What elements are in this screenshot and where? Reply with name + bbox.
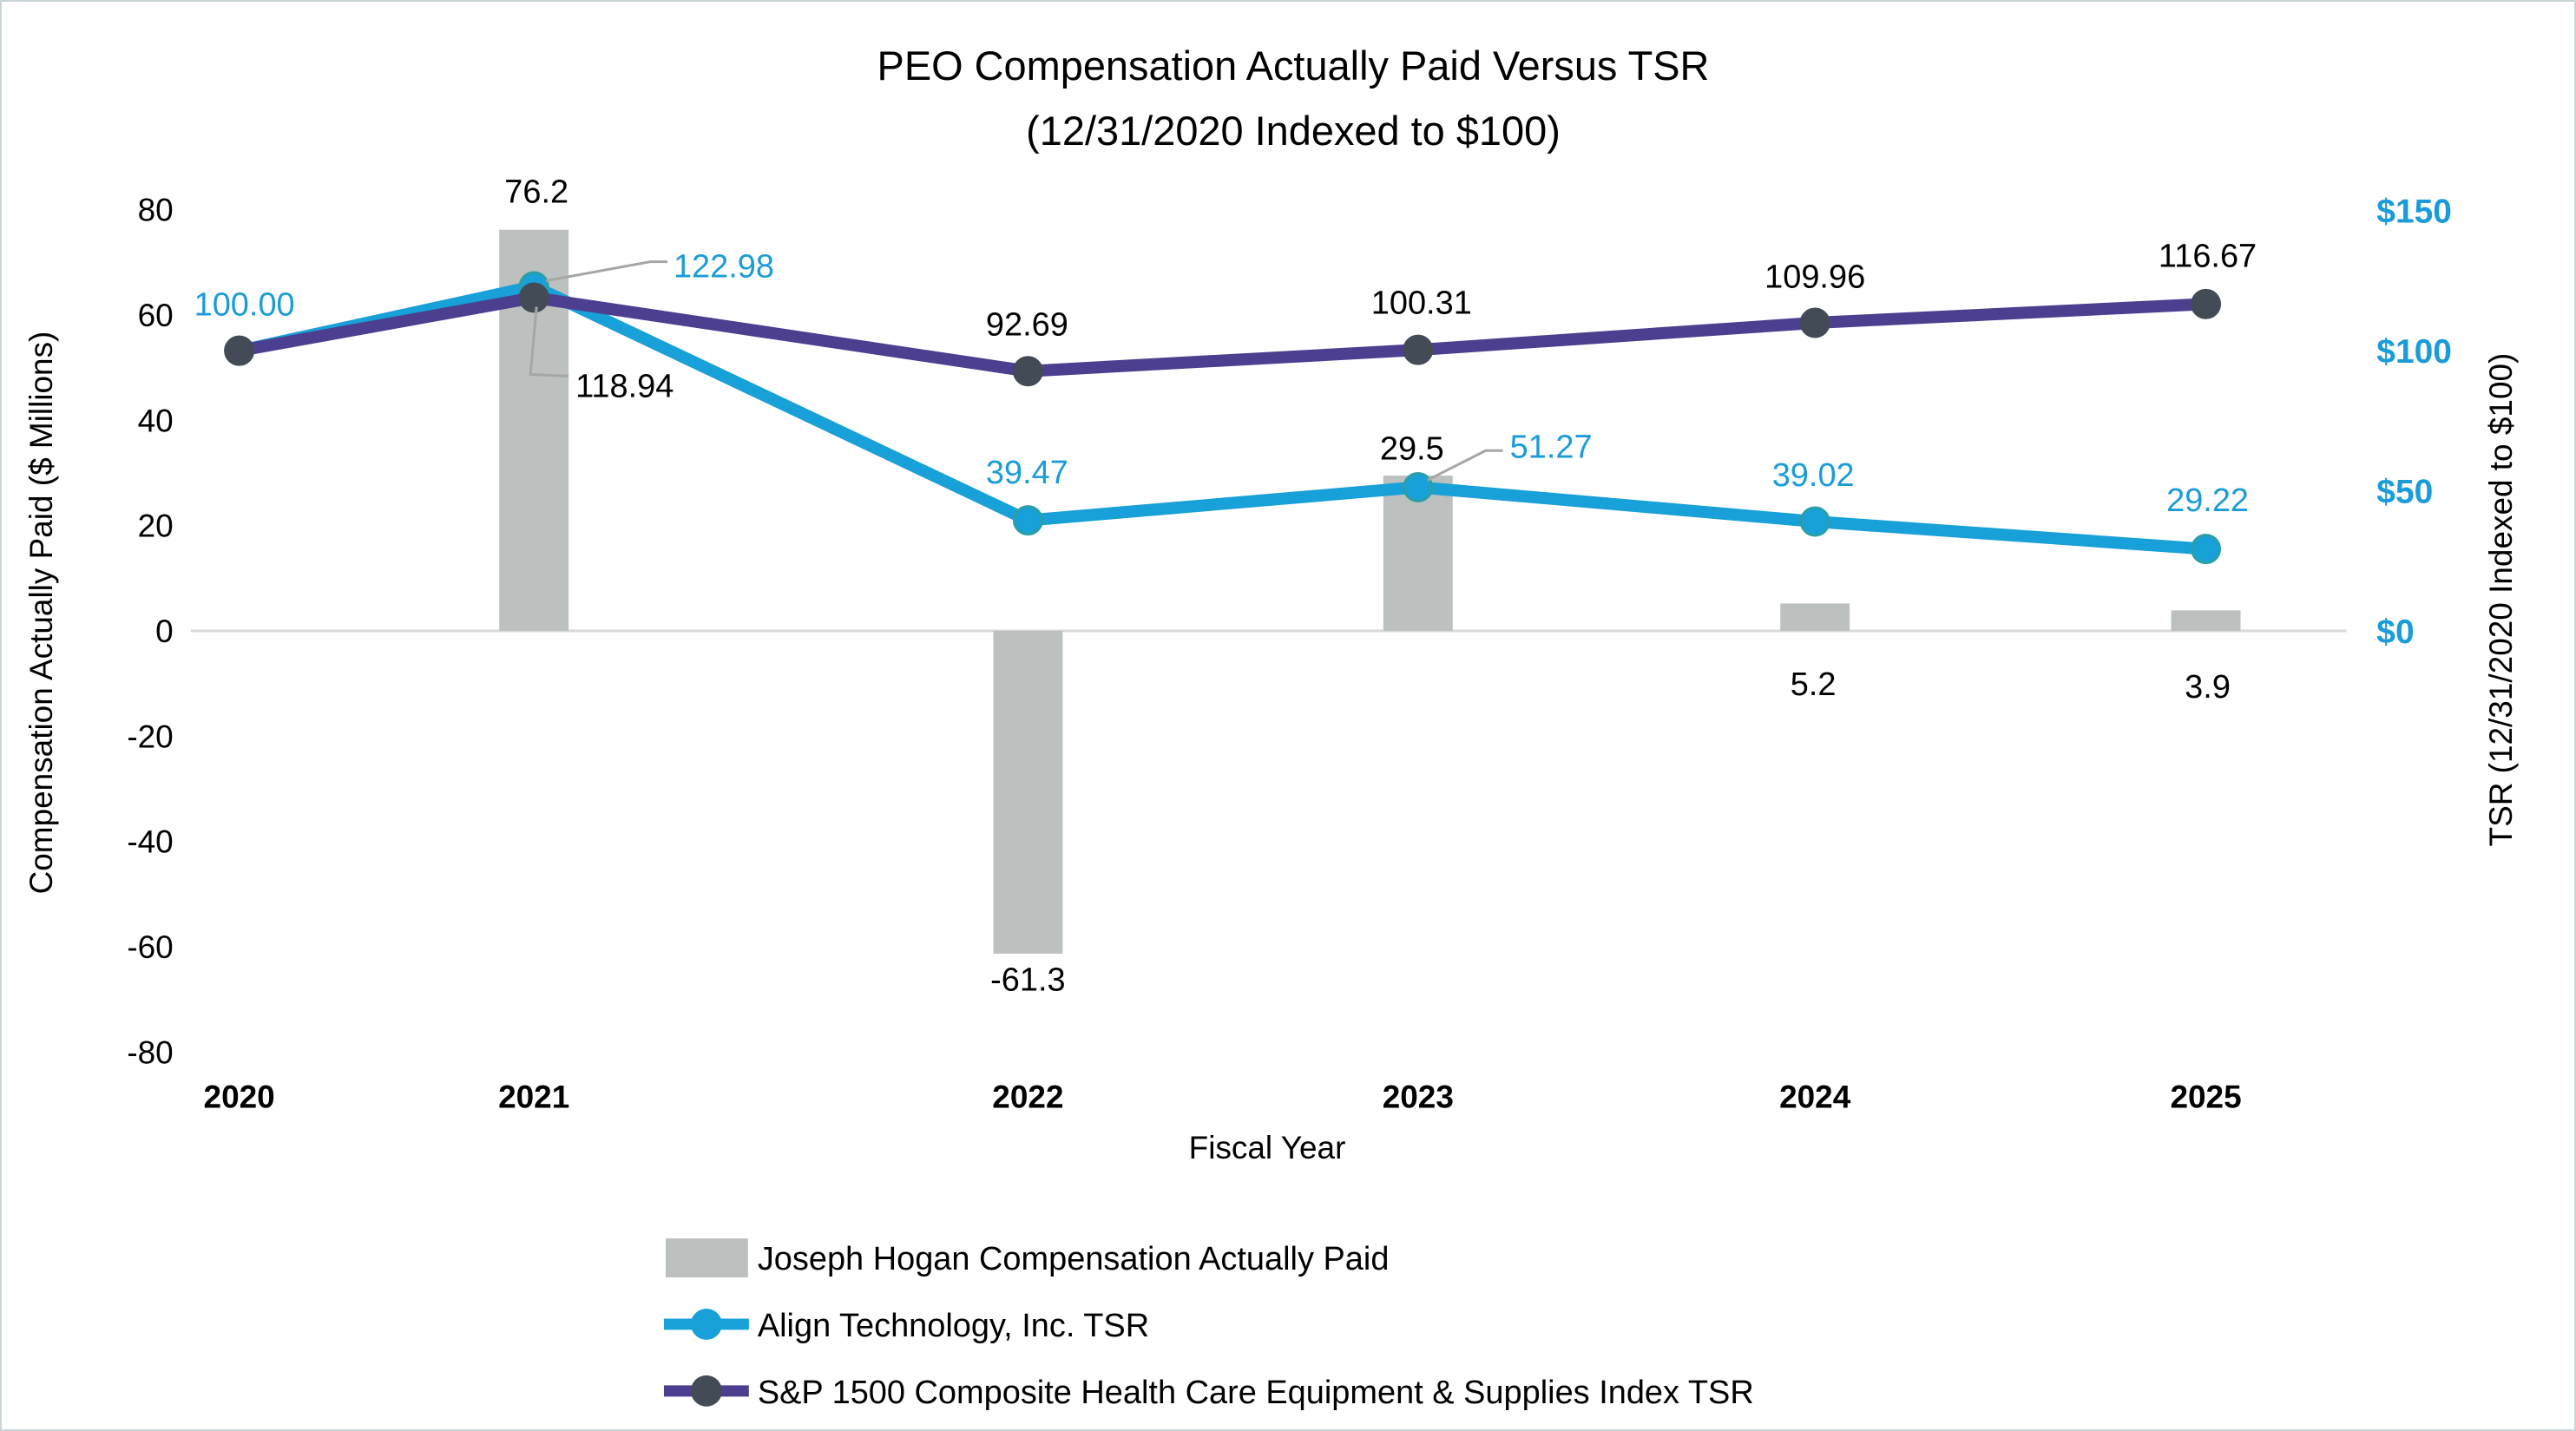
align-marker-2024 bbox=[1799, 506, 1830, 537]
x-axis-tick-2025: 2025 bbox=[2170, 1079, 2241, 1114]
bar-series-swatch-icon bbox=[665, 1238, 748, 1278]
data-label-2025: 116.67 bbox=[2159, 239, 2257, 275]
right-axis-tick: $0 bbox=[2376, 614, 2414, 651]
legend-label-sp1500-tsr: S&P 1500 Composite Health Care Equipment… bbox=[758, 1375, 1754, 1411]
bar-2022 bbox=[993, 631, 1063, 954]
sp1500-marker-icon bbox=[690, 1375, 722, 1407]
data-label-2023: 100.31 bbox=[1371, 286, 1472, 322]
right-axis-title: TSR (12/31/2020 Indexed to $100) bbox=[2483, 353, 2519, 847]
align-tsr-line bbox=[238, 279, 2207, 555]
bar-series-layer bbox=[499, 229, 2241, 954]
data-label-2024: 39.02 bbox=[1772, 457, 1855, 494]
left-axis-tick: -20 bbox=[127, 719, 173, 754]
chart-title-line2: (12/31/2020 Indexed to $100) bbox=[1026, 108, 1561, 154]
data-label-2024: 5.2 bbox=[1791, 666, 1837, 703]
sp1500-marker-2025 bbox=[2191, 288, 2222, 319]
sp1500-marker-2024 bbox=[1799, 307, 1830, 338]
left-axis-tick: 40 bbox=[138, 403, 174, 438]
data-label-2021: 122.98 bbox=[674, 249, 774, 286]
label-leader-line bbox=[1427, 449, 1503, 482]
data-label-2023: 51.27 bbox=[1510, 429, 1593, 465]
right-axis-tick: $50 bbox=[2376, 474, 2433, 511]
x-axis-tick-2020: 2020 bbox=[204, 1079, 275, 1114]
left-axis-tick: 20 bbox=[138, 509, 174, 544]
left-axis-title: Compensation Actually Paid ($ Millions) bbox=[23, 331, 59, 895]
x-axis-tick-2023: 2023 bbox=[1383, 1079, 1454, 1114]
line-series-layer bbox=[224, 271, 2222, 565]
align-marker-icon bbox=[690, 1308, 722, 1340]
label-leader-line bbox=[545, 260, 667, 283]
legend-item-bar: Joseph Hogan Compensation Actually Paid bbox=[665, 1238, 1390, 1278]
sp1500-marker-2020 bbox=[224, 335, 255, 366]
align-marker-2023 bbox=[1403, 471, 1434, 502]
data-label-2025: 3.9 bbox=[2185, 669, 2231, 706]
legend: Joseph Hogan Compensation Actually Paid … bbox=[663, 1238, 1754, 1411]
legend-label-align-tsr: Align Technology, Inc. TSR bbox=[758, 1308, 1149, 1344]
legend-item-sp1500-tsr: S&P 1500 Composite Health Care Equipment… bbox=[663, 1375, 1754, 1411]
data-label-2021: 118.94 bbox=[575, 368, 674, 404]
data-label-2022: 92.69 bbox=[986, 306, 1068, 343]
data-label-2021: 76.2 bbox=[504, 174, 568, 211]
sp1500-marker-2022 bbox=[1012, 356, 1043, 387]
chart-title-line1: PEO Compensation Actually Paid Versus TS… bbox=[877, 43, 1710, 89]
axis-ticks-layer: 80 60 40 20 0 -20 -40 -60 -80 $150 $100 $50 $0 2020 20… bbox=[127, 193, 2452, 1115]
left-axis-tick: -80 bbox=[127, 1034, 173, 1070]
x-axis-tick-2021: 2021 bbox=[498, 1079, 569, 1114]
bar-2025 bbox=[2171, 610, 2241, 632]
legend-item-align-tsr: Align Technology, Inc. TSR bbox=[663, 1308, 1149, 1344]
label-leader-line bbox=[529, 306, 569, 377]
data-label-2022: -61.3 bbox=[990, 962, 1065, 998]
left-axis-tick: 80 bbox=[138, 193, 174, 228]
left-axis-tick: 60 bbox=[138, 298, 174, 333]
x-axis-title: Fiscal Year bbox=[1189, 1130, 1346, 1165]
sp1500-marker-2021 bbox=[518, 282, 549, 313]
sp1500-marker-2023 bbox=[1403, 334, 1434, 365]
label-leader-lines-layer bbox=[529, 260, 1503, 482]
bar-2024 bbox=[1780, 603, 1850, 632]
align-marker-2025 bbox=[2191, 534, 2222, 565]
sp1500-tsr-line bbox=[238, 291, 2206, 377]
left-axis-tick: 0 bbox=[155, 614, 174, 649]
left-axis-tick: -60 bbox=[127, 929, 173, 965]
right-axis-tick: $100 bbox=[2376, 333, 2452, 371]
data-label-2020: 100.00 bbox=[194, 287, 295, 324]
left-axis-tick: -40 bbox=[127, 824, 173, 860]
data-label-2025: 29.22 bbox=[2166, 482, 2249, 519]
right-axis-tick: $150 bbox=[2376, 194, 2452, 231]
legend-label-bar: Joseph Hogan Compensation Actually Paid bbox=[758, 1241, 1390, 1277]
data-labels-layer: 76.2 -61.3 29.5 5.2 3.9 100.00 122.98 39.47 51.2… bbox=[194, 174, 2257, 999]
data-label-2022: 39.47 bbox=[986, 455, 1068, 491]
x-axis-tick-2022: 2022 bbox=[992, 1079, 1063, 1114]
data-label-2024: 109.96 bbox=[1764, 259, 1865, 296]
align-marker-2022 bbox=[1012, 505, 1043, 536]
data-label-2023: 29.5 bbox=[1380, 430, 1444, 467]
x-axis-tick-2024: 2024 bbox=[1779, 1079, 1851, 1114]
